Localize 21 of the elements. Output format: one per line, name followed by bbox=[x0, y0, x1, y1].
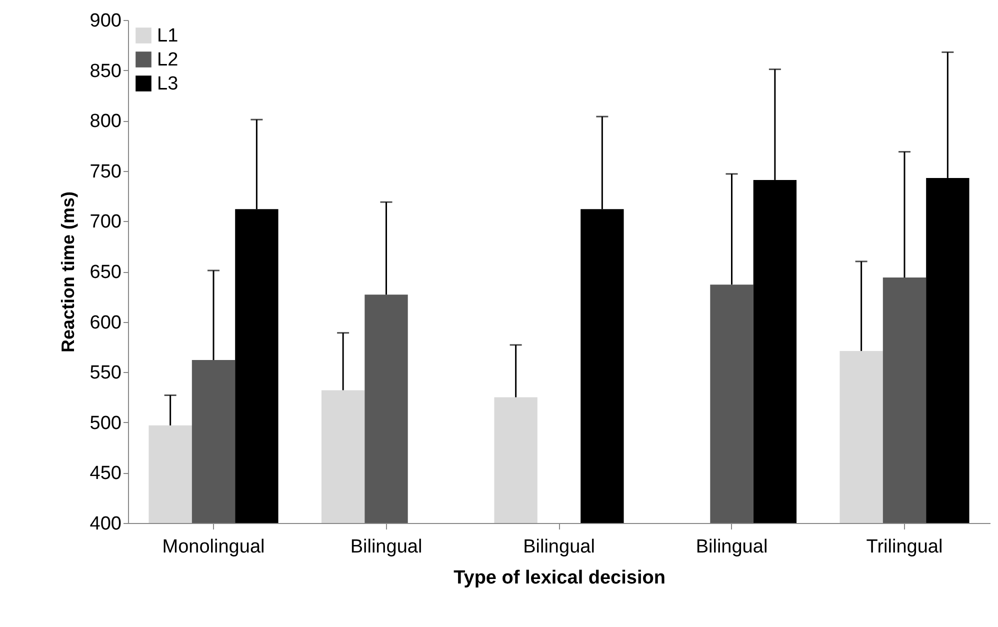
x-tick-label: Bilingual bbox=[696, 536, 768, 558]
y-axis-title: Reaction time (ms) bbox=[58, 191, 78, 353]
y-tick-label: 850 bbox=[90, 60, 122, 82]
legend-label: L3 bbox=[157, 74, 178, 94]
legend-label: L2 bbox=[157, 50, 178, 70]
x-tick-label: Trilingual bbox=[866, 536, 943, 558]
x-axis-title: Type of lexical decision bbox=[454, 568, 666, 588]
y-tick-label: 500 bbox=[90, 412, 122, 434]
y-tick-label: 650 bbox=[90, 262, 122, 283]
x-tick-label: Monolingual bbox=[162, 536, 265, 558]
legend-label: L1 bbox=[157, 26, 178, 46]
y-tick-label: 900 bbox=[90, 10, 122, 32]
y-tick-label: 700 bbox=[90, 212, 122, 233]
x-tick-label: Bilingual bbox=[350, 536, 422, 558]
y-tick-label: 800 bbox=[90, 111, 122, 132]
y-tick-label: 550 bbox=[90, 362, 122, 384]
y-tick-label: 400 bbox=[90, 514, 122, 534]
y-tick-label: 750 bbox=[90, 161, 122, 182]
x-tick-label: Bilingual bbox=[523, 536, 595, 558]
y-tick-label: 600 bbox=[90, 312, 122, 334]
y-tick-label: 450 bbox=[90, 463, 122, 484]
